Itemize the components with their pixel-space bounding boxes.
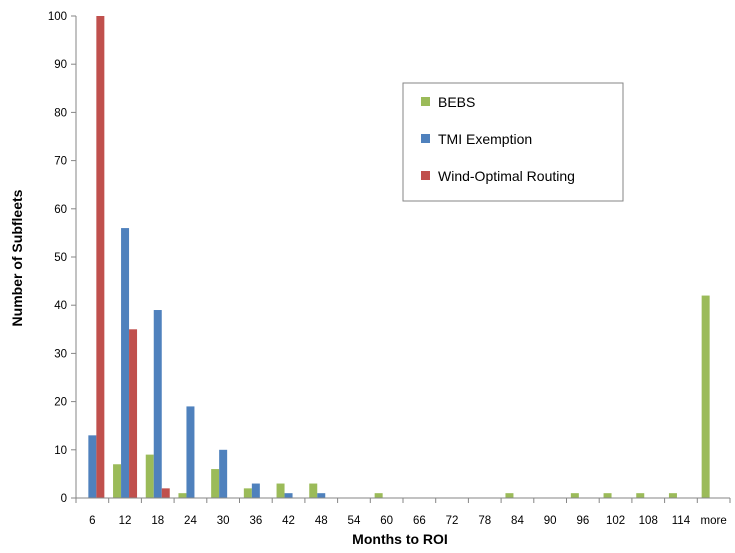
x-tick-label: 102 <box>606 515 625 527</box>
x-tick-label: 42 <box>282 515 295 527</box>
legend-swatch-bebs <box>421 97 430 106</box>
bar-tmi-exemption-36 <box>251 483 260 498</box>
bar-tmi-exemption-18 <box>153 310 162 498</box>
x-tick-label: 114 <box>672 515 691 527</box>
y-tick-label: 90 <box>54 59 67 71</box>
bar-tmi-exemption-6 <box>88 435 97 498</box>
bar-bebs-114 <box>668 493 677 498</box>
bar-bebs-18 <box>145 454 154 498</box>
bar-wind-optimal-routing-6 <box>96 16 105 498</box>
bar-bebs-more <box>701 295 710 498</box>
legend-swatch-tmi-exemption <box>421 134 430 143</box>
y-tick-label: 50 <box>54 252 67 264</box>
x-tick-label: 78 <box>478 515 491 527</box>
bar-bebs-60 <box>374 493 383 498</box>
legend-box <box>402 82 624 202</box>
bar-tmi-exemption-12 <box>121 228 130 498</box>
bar-bebs-12 <box>113 464 122 498</box>
x-tick-label: 36 <box>249 515 262 527</box>
x-tick-label: 6 <box>89 515 95 527</box>
x-tick-label: 96 <box>576 515 589 527</box>
bar-bebs-84 <box>505 493 514 498</box>
y-tick-label: 30 <box>54 348 67 360</box>
bar-bebs-30 <box>211 469 220 498</box>
x-tick-label: 24 <box>184 515 197 527</box>
x-tick-label: 18 <box>151 515 164 527</box>
bar-bebs-42 <box>276 483 285 498</box>
bar-wind-optimal-routing-12 <box>129 329 138 498</box>
x-tick-label: 90 <box>544 515 557 527</box>
x-tick-label: 60 <box>380 515 393 527</box>
bar-bebs-108 <box>636 493 645 498</box>
bar-bebs-48 <box>309 483 318 498</box>
bar-tmi-exemption-30 <box>219 449 228 498</box>
legend-label-tmi-exemption: TMI Exemption <box>438 131 532 147</box>
bar-tmi-exemption-42 <box>284 493 293 498</box>
bars <box>88 16 710 498</box>
x-tick-label: 54 <box>348 515 361 527</box>
y-tick-label: 0 <box>61 493 67 505</box>
y-tick-label: 20 <box>54 397 67 409</box>
y-axis-title: Number of Subfleets <box>9 189 25 326</box>
x-tick-label: 72 <box>446 515 459 527</box>
y-tick-label: 70 <box>54 156 67 168</box>
x-tick-label: 48 <box>315 515 328 527</box>
y-tick-label: 80 <box>54 107 67 119</box>
bar-tmi-exemption-48 <box>317 493 326 498</box>
legend-label-wind-optimal-routing: Wind-Optimal Routing <box>438 168 575 184</box>
legend-label-bebs: BEBS <box>438 94 475 110</box>
x-tick-label: 30 <box>217 515 230 527</box>
x-tick-label: 84 <box>511 515 524 527</box>
y-tick-label: 100 <box>48 11 67 23</box>
y-axis-ticks: 0 10 20 30 40 50 60 70 80 90 100 <box>48 11 76 505</box>
y-tick-label: 10 <box>54 445 67 457</box>
legend: BEBS TMI Exemption Wind-Optimal Routing <box>402 82 624 202</box>
x-axis-title: Months to ROI <box>352 531 448 547</box>
x-tick-label: 108 <box>639 515 658 527</box>
y-tick-label: 60 <box>54 204 67 216</box>
bar-bebs-96 <box>570 493 579 498</box>
bar-bebs-24 <box>178 493 187 498</box>
bar-bebs-102 <box>603 493 612 498</box>
x-tick-label: 66 <box>413 515 426 527</box>
legend-swatch-wind-optimal-routing <box>421 171 430 180</box>
bar-wind-optimal-routing-18 <box>161 488 170 498</box>
x-tick-label: 12 <box>119 515 132 527</box>
x-tick-label: more <box>701 515 727 527</box>
bar-tmi-exemption-24 <box>186 406 195 498</box>
y-tick-label: 40 <box>54 300 67 312</box>
x-axis-ticks: 6 12 18 24 30 36 42 48 54 60 66 72 78 84 90 96 102 108 114… <box>75 498 731 527</box>
bar-bebs-36 <box>243 488 252 498</box>
